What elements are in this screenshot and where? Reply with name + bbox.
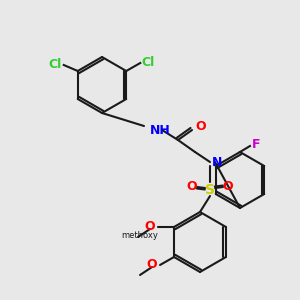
- Text: S: S: [205, 183, 215, 197]
- Text: O: O: [195, 121, 206, 134]
- Text: O: O: [187, 181, 197, 194]
- Text: O: O: [223, 181, 233, 194]
- Text: F: F: [252, 139, 260, 152]
- Text: Cl: Cl: [141, 56, 154, 68]
- Text: O: O: [146, 259, 157, 272]
- Text: Cl: Cl: [49, 58, 62, 70]
- Text: NH: NH: [150, 124, 171, 136]
- Text: O: O: [144, 220, 155, 233]
- Text: N: N: [212, 155, 222, 169]
- Text: methoxy: methoxy: [122, 230, 158, 239]
